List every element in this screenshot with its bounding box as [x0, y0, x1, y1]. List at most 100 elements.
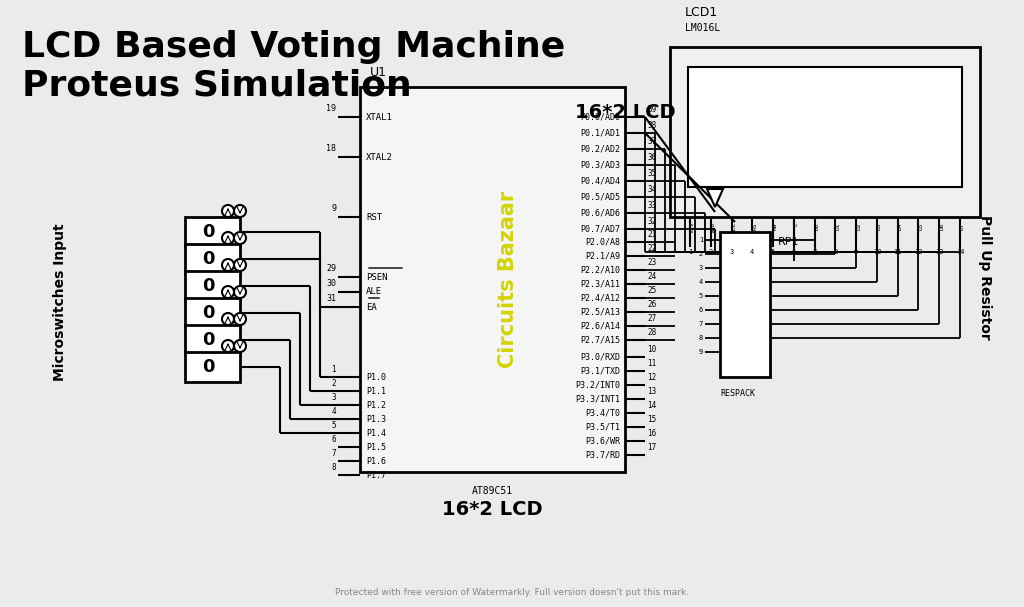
Bar [185, 244, 240, 274]
Text: 16*2 LCD: 16*2 LCD [575, 103, 676, 121]
Text: U1: U1 [370, 66, 387, 79]
Text: 13: 13 [935, 249, 943, 255]
Text: D1: D1 [836, 222, 841, 229]
Text: P3.1/TXD: P3.1/TXD [580, 367, 620, 376]
Text: P0.3/AD3: P0.3/AD3 [580, 160, 620, 169]
Text: RST: RST [366, 212, 382, 222]
Text: VEE: VEE [731, 222, 736, 233]
Circle shape [222, 232, 234, 244]
Text: D3: D3 [877, 222, 882, 229]
Text: 1: 1 [332, 365, 336, 374]
Text: D7: D7 [961, 222, 965, 229]
Text: P0.4/AD4: P0.4/AD4 [580, 177, 620, 186]
Bar [185, 298, 240, 328]
Text: VDD: VDD [711, 222, 716, 233]
Text: 13: 13 [647, 387, 656, 396]
Text: P3.4/T0: P3.4/T0 [585, 409, 620, 418]
Circle shape [222, 313, 234, 325]
Circle shape [222, 286, 234, 298]
Text: PSEN: PSEN [366, 273, 387, 282]
Text: RS: RS [753, 222, 758, 229]
Text: XTAL2: XTAL2 [366, 152, 393, 161]
Text: 0: 0 [202, 223, 214, 241]
Text: LCD Based Voting Machine: LCD Based Voting Machine [22, 30, 565, 64]
Text: 34: 34 [647, 185, 656, 194]
Text: P0.7/AD7: P0.7/AD7 [580, 225, 620, 234]
Text: 2: 2 [332, 379, 336, 388]
Bar [185, 325, 240, 355]
Text: 17: 17 [647, 443, 656, 452]
Text: 14: 14 [955, 249, 965, 255]
Bar [688, 67, 962, 187]
Bar [670, 47, 980, 217]
Text: 31: 31 [326, 294, 336, 303]
Text: 18: 18 [326, 144, 336, 153]
Text: 8: 8 [834, 249, 838, 255]
Text: Pull Up Resistor: Pull Up Resistor [978, 215, 992, 339]
Bar [360, 87, 625, 472]
Text: P0.5/AD5: P0.5/AD5 [580, 192, 620, 202]
Text: P1.4: P1.4 [366, 429, 386, 438]
Text: 0: 0 [202, 358, 214, 376]
Text: 8: 8 [332, 463, 336, 472]
Text: 0: 0 [202, 331, 214, 349]
Text: 6: 6 [332, 435, 336, 444]
Bar [720, 232, 770, 377]
Text: P1.5: P1.5 [366, 443, 386, 452]
Text: P1.2: P1.2 [366, 401, 386, 410]
Text: P0.0/AD0: P0.0/AD0 [580, 112, 620, 121]
Text: 11: 11 [647, 359, 656, 368]
Text: P0.1/AD1: P0.1/AD1 [580, 129, 620, 138]
Text: 9: 9 [698, 349, 703, 355]
Circle shape [234, 340, 246, 352]
Text: ALE: ALE [366, 288, 382, 296]
Text: 33: 33 [647, 201, 656, 210]
Text: 23: 23 [647, 258, 656, 267]
Text: 35: 35 [647, 169, 656, 178]
Bar [185, 217, 240, 247]
Text: P1.6: P1.6 [366, 456, 386, 466]
Text: P1.3: P1.3 [366, 415, 386, 424]
Text: 3: 3 [332, 393, 336, 402]
Text: 9: 9 [331, 204, 336, 213]
Text: 39: 39 [647, 105, 656, 114]
Text: RW: RW [773, 222, 778, 229]
Text: 5: 5 [698, 293, 703, 299]
Text: 2: 2 [698, 251, 703, 257]
Text: 0: 0 [202, 277, 214, 295]
Text: 21: 21 [647, 230, 656, 239]
Text: 38: 38 [647, 121, 656, 130]
Circle shape [234, 259, 246, 271]
Text: 4: 4 [698, 279, 703, 285]
Text: 7: 7 [698, 321, 703, 327]
Text: P3.5/T1: P3.5/T1 [585, 422, 620, 432]
Text: 36: 36 [647, 153, 656, 162]
Bar [185, 271, 240, 301]
Text: E: E [794, 222, 799, 226]
Circle shape [222, 340, 234, 352]
Text: XTAL1: XTAL1 [366, 112, 393, 121]
Text: 30: 30 [326, 279, 336, 288]
Circle shape [234, 313, 246, 325]
Text: RESPACK: RESPACK [720, 389, 755, 398]
Text: 4: 4 [751, 249, 755, 255]
Text: P3.6/WR: P3.6/WR [585, 436, 620, 446]
Text: 32: 32 [647, 217, 656, 226]
Text: 8: 8 [698, 335, 703, 341]
Text: D5: D5 [919, 222, 924, 229]
Text: 3: 3 [729, 249, 733, 255]
Text: 0: 0 [202, 250, 214, 268]
Text: P0.2/AD2: P0.2/AD2 [580, 144, 620, 154]
Text: P3.0/RXD: P3.0/RXD [580, 353, 620, 362]
Circle shape [234, 232, 246, 244]
Text: LM016L: LM016L [685, 23, 720, 33]
Text: 6: 6 [698, 307, 703, 313]
Bar [185, 352, 240, 382]
Text: 19: 19 [326, 104, 336, 113]
Text: Proteus Simulation: Proteus Simulation [22, 68, 412, 102]
Text: P3.3/INT1: P3.3/INT1 [575, 395, 620, 404]
Text: 15: 15 [647, 415, 656, 424]
Text: P1.1: P1.1 [366, 387, 386, 396]
Text: 16: 16 [647, 429, 656, 438]
Text: 12: 12 [914, 249, 923, 255]
